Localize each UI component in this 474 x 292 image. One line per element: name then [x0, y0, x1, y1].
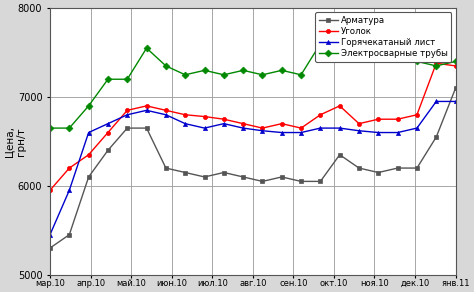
Арматура	[453, 86, 458, 90]
Горячекатаный лист	[260, 129, 265, 133]
Уголок	[240, 122, 246, 125]
Электросварные трубы	[395, 55, 401, 59]
Горячекатаный лист	[86, 131, 91, 134]
Электросварные трубы	[182, 73, 188, 77]
Line: Арматура: Арматура	[48, 86, 458, 250]
Уголок	[86, 153, 91, 157]
Арматура	[375, 171, 381, 174]
Уголок	[182, 113, 188, 117]
Уголок	[375, 117, 381, 121]
Арматура	[337, 153, 343, 157]
Арматура	[163, 166, 169, 170]
Горячекатаный лист	[453, 100, 458, 103]
Арматура	[105, 149, 111, 152]
Горячекатаный лист	[124, 113, 130, 117]
Line: Горячекатаный лист: Горячекатаный лист	[48, 99, 458, 237]
Электросварные трубы	[86, 104, 91, 108]
Горячекатаный лист	[201, 126, 207, 130]
Y-axis label: Цена,
грн/т: Цена, грн/т	[4, 126, 26, 157]
Уголок	[163, 109, 169, 112]
Line: Электросварные трубы: Электросварные трубы	[47, 37, 458, 131]
Уголок	[201, 115, 207, 118]
Электросварные трубы	[433, 64, 439, 68]
Электросварные трубы	[453, 60, 458, 63]
Горячекатаный лист	[105, 122, 111, 125]
Арматура	[47, 246, 53, 250]
Арматура	[433, 135, 439, 139]
Электросварные трубы	[260, 73, 265, 77]
Уголок	[279, 122, 284, 125]
Арматура	[221, 171, 227, 174]
Уголок	[144, 104, 149, 108]
Арматура	[66, 233, 72, 237]
Горячекатаный лист	[298, 131, 304, 134]
Уголок	[260, 126, 265, 130]
Горячекатаный лист	[47, 233, 53, 237]
Горячекатаный лист	[66, 189, 72, 192]
Уголок	[66, 166, 72, 170]
Электросварные трубы	[221, 73, 227, 77]
Арматура	[318, 180, 323, 183]
Электросварные трубы	[163, 64, 169, 68]
Горячекатаный лист	[144, 109, 149, 112]
Уголок	[105, 131, 111, 134]
Электросварные трубы	[240, 69, 246, 72]
Электросварные трубы	[124, 77, 130, 81]
Электросварные трубы	[66, 126, 72, 130]
Электросварные трубы	[375, 46, 381, 50]
Уголок	[221, 117, 227, 121]
Арматура	[395, 166, 401, 170]
Горячекатаный лист	[414, 126, 420, 130]
Горячекатаный лист	[182, 122, 188, 125]
Электросварные трубы	[298, 73, 304, 77]
Горячекатаный лист	[221, 122, 227, 125]
Уголок	[433, 62, 439, 65]
Арматура	[279, 175, 284, 179]
Электросварные трубы	[201, 69, 207, 72]
Электросварные трубы	[318, 42, 323, 46]
Горячекатаный лист	[337, 126, 343, 130]
Горячекатаный лист	[279, 131, 284, 134]
Горячекатаный лист	[375, 131, 381, 134]
Уголок	[318, 113, 323, 117]
Уголок	[47, 189, 53, 192]
Уголок	[395, 117, 401, 121]
Арматура	[86, 175, 91, 179]
Электросварные трубы	[279, 69, 284, 72]
Электросварные трубы	[356, 51, 362, 54]
Уголок	[337, 104, 343, 108]
Горячекатаный лист	[395, 131, 401, 134]
Горячекатаный лист	[163, 113, 169, 117]
Уголок	[453, 64, 458, 68]
Электросварные трубы	[337, 37, 343, 41]
Арматура	[124, 126, 130, 130]
Электросварные трубы	[105, 77, 111, 81]
Арматура	[144, 126, 149, 130]
Арматура	[201, 175, 207, 179]
Горячекатаный лист	[433, 100, 439, 103]
Горячекатаный лист	[240, 126, 246, 130]
Арматура	[260, 180, 265, 183]
Legend: Арматура, Уголок, Горячекатаный лист, Электросварные трубы: Арматура, Уголок, Горячекатаный лист, Эл…	[315, 13, 451, 62]
Горячекатаный лист	[318, 126, 323, 130]
Line: Уголок: Уголок	[48, 61, 458, 192]
Уголок	[298, 126, 304, 130]
Электросварные трубы	[47, 126, 53, 130]
Арматура	[182, 171, 188, 174]
Арматура	[356, 166, 362, 170]
Электросварные трубы	[414, 60, 420, 63]
Арматура	[298, 180, 304, 183]
Горячекатаный лист	[356, 129, 362, 133]
Уголок	[356, 122, 362, 125]
Уголок	[124, 109, 130, 112]
Арматура	[240, 175, 246, 179]
Арматура	[414, 166, 420, 170]
Уголок	[414, 113, 420, 117]
Электросварные трубы	[144, 46, 149, 50]
